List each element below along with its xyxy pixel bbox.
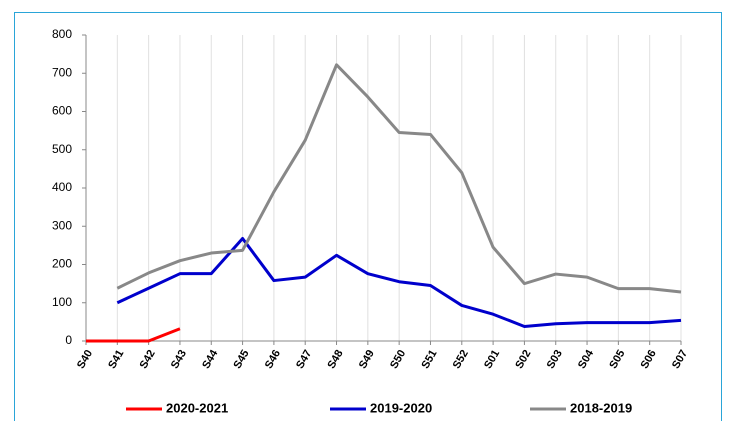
x-tick-label: S03	[545, 348, 565, 371]
x-tick-label: S41	[106, 348, 126, 371]
legend-label: 2018-2019	[570, 400, 632, 415]
x-tick-label: S06	[639, 348, 659, 371]
y-tick-label: 300	[52, 218, 72, 232]
y-tick-label: 100	[52, 295, 72, 309]
y-tick-label: 800	[52, 27, 72, 41]
x-tick-label: S02	[513, 348, 533, 371]
y-tick-label: 200	[52, 257, 72, 271]
x-tick-label: S07	[670, 348, 690, 371]
y-tick-label: 700	[52, 65, 72, 79]
x-tick-label: S45	[232, 348, 252, 371]
x-tick-label: S01	[482, 348, 502, 371]
x-tick-label: S44	[200, 347, 221, 371]
x-tick-label: S49	[357, 348, 377, 371]
y-tick-label: 600	[52, 104, 72, 118]
x-tick-label: S48	[325, 348, 345, 371]
y-tick-label: 400	[52, 180, 72, 194]
chart-frame	[14, 12, 722, 421]
x-tick-label: S04	[576, 347, 597, 371]
x-tick-label: S50	[388, 348, 408, 371]
line-series	[86, 327, 181, 343]
legend-label: 2019-2020	[370, 400, 432, 415]
x-tick-label: S47	[294, 348, 314, 371]
x-tick-label: S40	[75, 348, 95, 371]
x-tick-label: S52	[451, 348, 471, 371]
line-series	[116, 63, 682, 294]
x-tick-label: S51	[419, 348, 439, 371]
x-tick-label: S46	[263, 348, 283, 371]
x-tick-label: S42	[138, 348, 158, 371]
x-tick-label: S05	[607, 348, 627, 371]
y-tick-label: 0	[65, 333, 72, 347]
y-tick-label: 500	[52, 142, 72, 156]
line-series	[116, 236, 682, 328]
legend-label: 2020-2021	[166, 400, 228, 415]
x-tick-label: S43	[169, 348, 189, 371]
